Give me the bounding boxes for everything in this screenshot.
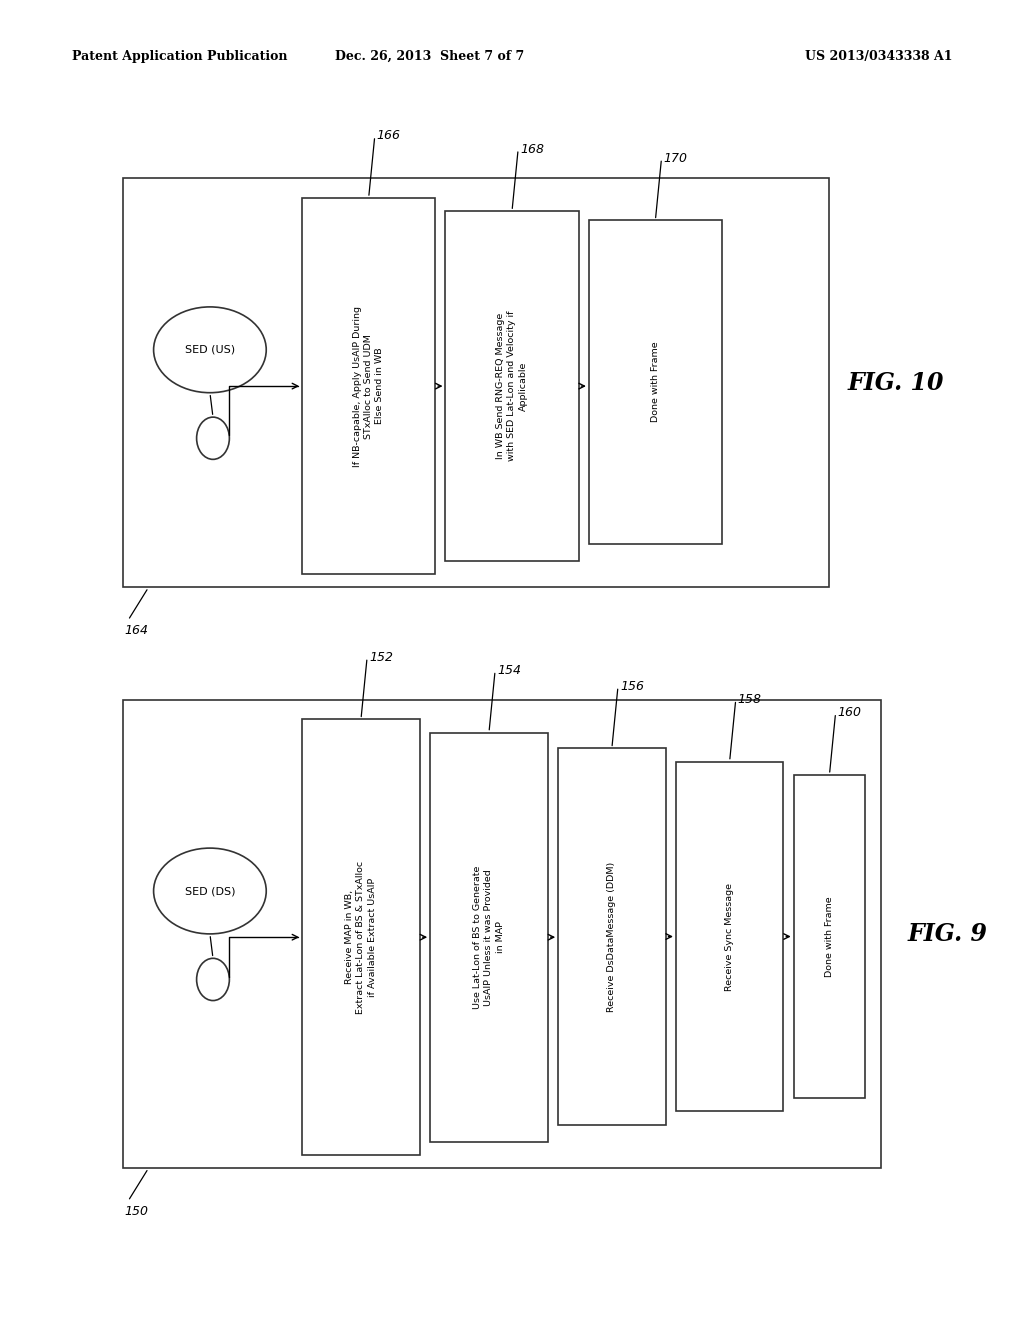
Bar (445, 211, 579, 561)
Text: 152: 152 (369, 651, 393, 664)
Text: Receive Sync Message: Receive Sync Message (725, 883, 734, 990)
Bar (123, 700, 881, 1168)
Text: If NB-capable, Apply UsAIP During
STxAlloc to Send UDM
Else Send in WB: If NB-capable, Apply UsAIP During STxAll… (353, 306, 384, 466)
Bar (676, 762, 783, 1111)
Text: 158: 158 (737, 693, 762, 706)
Text: 170: 170 (664, 152, 687, 165)
Bar (589, 220, 722, 544)
Text: Patent Application Publication: Patent Application Publication (72, 50, 287, 63)
Bar (302, 719, 420, 1155)
Ellipse shape (154, 308, 266, 393)
Circle shape (197, 417, 229, 459)
Text: Done with Frame: Done with Frame (825, 896, 834, 977)
Text: SED (DS): SED (DS) (184, 886, 236, 896)
Circle shape (197, 958, 229, 1001)
Text: SED (US): SED (US) (185, 345, 234, 355)
Ellipse shape (154, 849, 266, 935)
Text: FIG. 9: FIG. 9 (907, 921, 987, 946)
Text: FIG. 10: FIG. 10 (848, 371, 944, 395)
Text: In WB Send RNG-REQ Message
with SED Lat-Lon and Velocity if
Applicable: In WB Send RNG-REQ Message with SED Lat-… (497, 310, 527, 462)
Text: 154: 154 (498, 664, 521, 677)
Text: Use Lat-Lon of BS to Generate
UsAIP Unless it was Provided
in MAP: Use Lat-Lon of BS to Generate UsAIP Unle… (473, 866, 505, 1008)
Text: Done with Frame: Done with Frame (651, 342, 659, 422)
Text: 156: 156 (621, 680, 644, 693)
Text: 150: 150 (124, 1205, 147, 1218)
Bar (302, 198, 435, 574)
Bar (558, 748, 666, 1125)
Text: 164: 164 (124, 624, 147, 638)
Bar (430, 733, 548, 1142)
Text: 166: 166 (377, 129, 400, 143)
Text: 168: 168 (520, 143, 544, 156)
Bar (123, 178, 829, 587)
Text: Receive MAP in WB,
Extract Lat-Lon of BS & STxAlloc
if Available Extract UsAIP: Receive MAP in WB, Extract Lat-Lon of BS… (345, 861, 377, 1014)
Text: Dec. 26, 2013  Sheet 7 of 7: Dec. 26, 2013 Sheet 7 of 7 (336, 50, 524, 63)
Text: 160: 160 (838, 706, 861, 719)
Text: US 2013/0343338 A1: US 2013/0343338 A1 (805, 50, 952, 63)
Text: Receive DsDataMessage (DDM): Receive DsDataMessage (DDM) (607, 862, 616, 1011)
Bar (794, 775, 865, 1098)
